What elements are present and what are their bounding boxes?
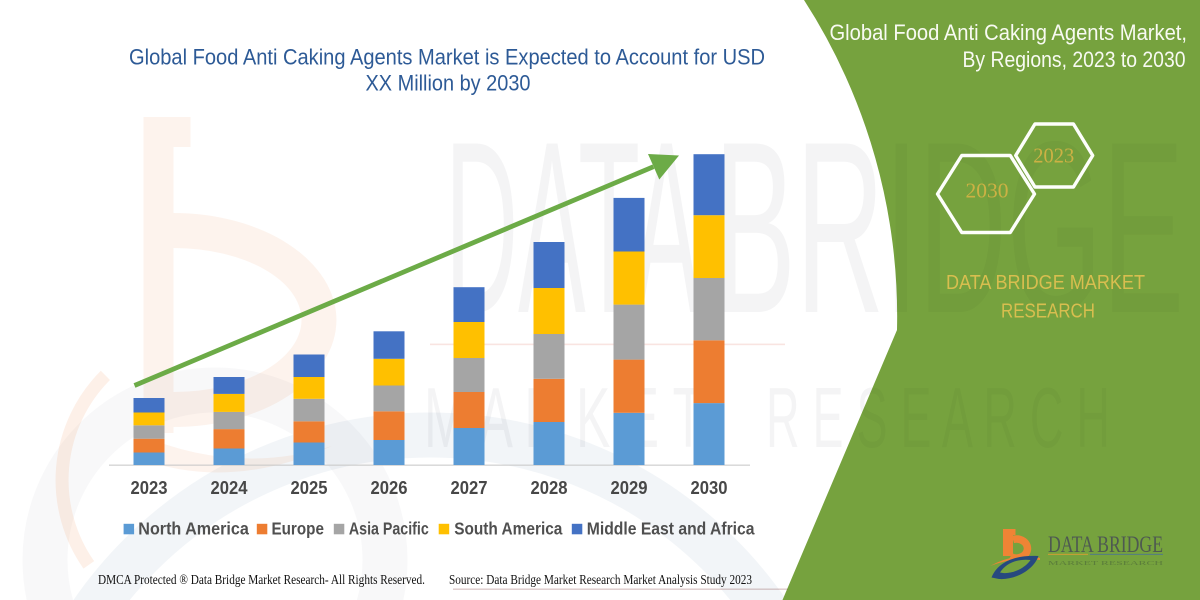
svg-text:2024: 2024 [211,477,249,498]
svg-text:DATA BRIDGE MARKET: DATA BRIDGE MARKET [946,272,1145,294]
svg-text:Asia Pacific: Asia Pacific [349,519,429,539]
svg-text:North America: North America [138,519,249,539]
svg-text:2030: 2030 [691,477,728,498]
svg-text:RESEARCH: RESEARCH [1001,301,1095,323]
svg-text:2027: 2027 [451,477,488,498]
svg-text:Middle East and Africa: Middle East and Africa [587,519,755,539]
svg-text:Global Food Anti Caking Agents: Global Food Anti Caking Agents Market is… [129,45,765,70]
svg-text:2023: 2023 [1033,144,1074,168]
svg-text:Europe: Europe [272,519,325,539]
svg-text:XX Million by 2030: XX Million by 2030 [366,71,531,96]
svg-text:South America: South America [454,519,563,539]
svg-text:2028: 2028 [531,477,568,498]
svg-text:Source: Data Bridge Market Res: Source: Data Bridge Market Research Mark… [449,573,752,588]
svg-text:2026: 2026 [371,477,408,498]
svg-text:DATA BRIDGE: DATA BRIDGE [1048,532,1163,557]
svg-text:2023: 2023 [131,477,168,498]
svg-text:MARKET RESEARCH: MARKET RESEARCH [1048,560,1164,567]
svg-text:By Regions, 2023 to 2030: By Regions, 2023 to 2030 [963,47,1186,72]
svg-text:DMCA Protected ® Data Bridge M: DMCA Protected ® Data Bridge Market Rese… [98,573,425,588]
svg-text:2030: 2030 [966,179,1009,203]
svg-text:Global Food Anti Caking Agents: Global Food Anti Caking Agents Market, [830,20,1188,45]
svg-text:2029: 2029 [611,477,648,498]
svg-text:DATA: DATA [445,90,700,364]
svg-text:2025: 2025 [291,477,328,498]
